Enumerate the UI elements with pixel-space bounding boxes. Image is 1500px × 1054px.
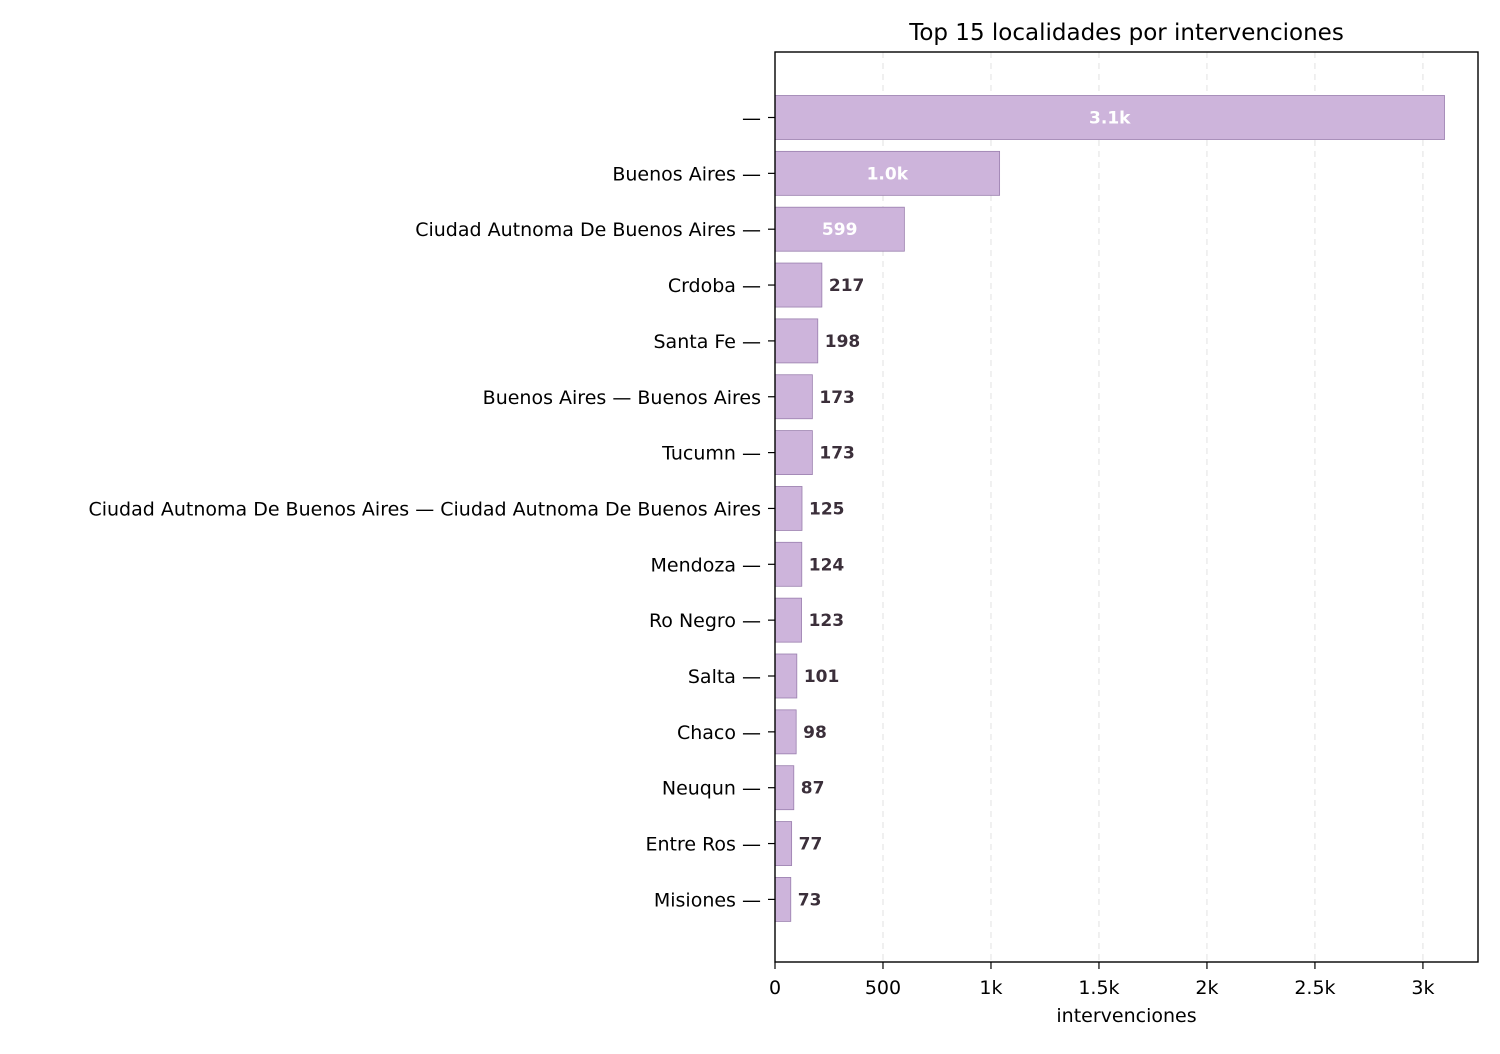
grid-layer	[882, 52, 1424, 962]
bar	[774, 709, 797, 755]
y-axis: — Buenos Aires — Ciudad Autnoma De Buenos …	[88, 108, 775, 911]
x-tick-label: 0	[769, 977, 781, 999]
y-tick-label: Crdoba —	[668, 275, 761, 297]
y-tick-label: Buenos Aires — Buenos Aires	[483, 387, 761, 409]
bar	[774, 150, 1001, 196]
bar	[774, 877, 792, 922]
bar	[774, 653, 798, 699]
data-label: 1.0k	[867, 164, 909, 184]
y-tick-label: Tucumn —	[661, 443, 761, 465]
data-label: 77	[799, 835, 823, 855]
bar	[774, 597, 802, 643]
bar	[774, 541, 803, 587]
x-tick-label: 1k	[979, 977, 1002, 999]
y-tick-label: Salta —	[688, 666, 761, 688]
data-label: 73	[798, 890, 822, 910]
data-label: 217	[829, 276, 865, 296]
bar	[774, 318, 819, 364]
x-tick-label: 1.5k	[1078, 977, 1119, 999]
y-tick-label: Buenos Aires —	[612, 163, 761, 185]
data-label: 173	[819, 444, 855, 464]
bar	[774, 374, 813, 420]
y-tick-label: —	[742, 108, 761, 130]
data-labels-layer: 3.1k 1.0k 599 217 198 173 173 125 124 123 101 98 87 7…	[798, 109, 1131, 911]
data-label: 123	[809, 611, 845, 631]
data-label: 98	[803, 723, 827, 743]
y-tick-label: Ciudad Autnoma De Buenos Aires —	[415, 219, 761, 241]
data-label: 124	[809, 555, 845, 575]
x-axis: 0 500 1k 1.5k 2k 2.5k 3k	[769, 962, 1434, 999]
data-label: 125	[809, 499, 845, 519]
chart-title: Top 15 localidades por intervenciones	[908, 20, 1344, 46]
data-label: 599	[822, 220, 858, 240]
data-label: 101	[804, 667, 840, 687]
y-tick-label: Misiones —	[654, 889, 761, 911]
data-label: 198	[825, 332, 861, 352]
bar	[774, 765, 795, 811]
y-tick-label: Santa Fe —	[654, 331, 762, 353]
y-tick-label: Entre Ros —	[645, 834, 761, 856]
y-tick-label: Mendoza —	[651, 554, 761, 576]
x-tick-label: 500	[865, 977, 901, 999]
y-tick-label: Ro Negro —	[649, 610, 761, 632]
y-tick-label: Ciudad Autnoma De Buenos Aires — Ciudad …	[88, 498, 761, 520]
data-label: 87	[801, 779, 825, 799]
y-tick-label: Neuqun —	[662, 778, 761, 800]
bar	[774, 486, 803, 531]
data-label: 3.1k	[1089, 109, 1131, 129]
x-tick-label: 3k	[1411, 977, 1434, 999]
x-tick-label: 2k	[1195, 977, 1218, 999]
bars-layer	[774, 95, 1445, 922]
bar	[774, 430, 813, 476]
bar	[774, 262, 823, 308]
plot-frame	[774, 51, 1479, 963]
y-tick-label: Chaco —	[677, 722, 761, 744]
bar	[774, 821, 793, 866]
data-label: 173	[819, 388, 855, 408]
x-tick-label: 2.5k	[1294, 977, 1335, 999]
x-axis-label: intervenciones	[1056, 1005, 1196, 1027]
